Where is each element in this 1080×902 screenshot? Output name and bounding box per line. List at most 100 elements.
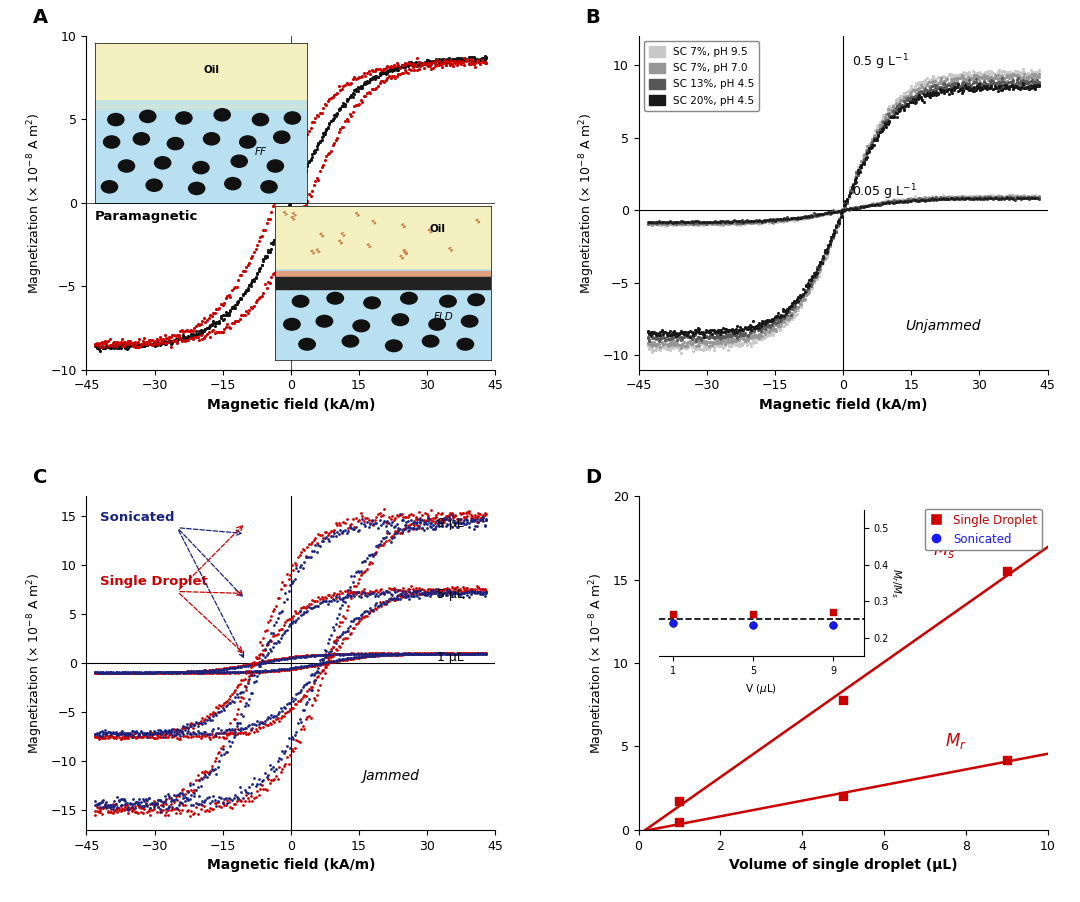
- Point: [337, 652, 354, 667]
- Point: [418, 520, 435, 535]
- Point: [872, 124, 889, 139]
- Point: [268, 652, 285, 667]
- Point: [895, 94, 913, 108]
- Point: [956, 81, 973, 96]
- Point: [377, 584, 394, 598]
- Point: [287, 725, 305, 740]
- Point: [451, 647, 469, 661]
- Point: [691, 216, 708, 231]
- Point: [379, 63, 396, 78]
- Point: [820, 237, 837, 252]
- Y-axis label: Magnetization ($\times$ 10$^{-8}$ A m$^2$): Magnetization ($\times$ 10$^{-8}$ A m$^2…: [578, 112, 597, 294]
- Point: [765, 314, 782, 328]
- Point: [348, 97, 365, 112]
- Point: [130, 336, 147, 351]
- Point: [130, 726, 147, 741]
- Point: [144, 336, 161, 351]
- Point: [421, 647, 438, 661]
- Point: [353, 80, 370, 95]
- Point: [755, 326, 772, 340]
- Point: [760, 213, 778, 227]
- Point: [167, 788, 185, 803]
- Point: [882, 194, 900, 208]
- Point: [345, 646, 362, 660]
- Point: [168, 331, 186, 345]
- Point: [134, 730, 151, 744]
- Point: [311, 163, 328, 178]
- Point: [213, 666, 230, 680]
- Point: [189, 666, 206, 680]
- Point: [893, 192, 910, 207]
- Point: [92, 344, 109, 358]
- Point: [852, 154, 869, 169]
- Point: [982, 189, 999, 204]
- Point: [854, 156, 872, 170]
- Point: [455, 55, 472, 69]
- Point: [251, 655, 268, 669]
- Point: [907, 88, 924, 103]
- Point: [677, 326, 694, 340]
- Point: [864, 133, 881, 147]
- Point: [185, 797, 202, 812]
- Point: [758, 317, 775, 331]
- Point: [746, 214, 764, 228]
- Point: [202, 727, 219, 741]
- Point: [417, 647, 434, 661]
- Point: [949, 68, 967, 82]
- Point: [197, 666, 214, 680]
- Point: [662, 217, 679, 232]
- Point: [141, 727, 159, 741]
- Point: [138, 338, 156, 353]
- Point: [291, 177, 308, 191]
- Point: [477, 51, 495, 66]
- Point: [455, 646, 472, 660]
- Point: [238, 304, 255, 318]
- Point: [218, 308, 235, 322]
- Point: [181, 778, 199, 792]
- Point: [144, 666, 161, 680]
- Point: [224, 300, 241, 315]
- Point: [355, 66, 373, 80]
- Point: [708, 330, 726, 345]
- Point: [258, 250, 275, 264]
- Point: [273, 253, 291, 268]
- Point: [457, 511, 474, 526]
- Point: [961, 65, 978, 79]
- Point: [121, 334, 138, 348]
- Point: [251, 262, 268, 277]
- Point: [133, 337, 150, 352]
- Point: [124, 792, 141, 806]
- Point: [917, 192, 934, 207]
- Point: [424, 54, 442, 69]
- Point: [1007, 80, 1024, 95]
- Point: [887, 104, 904, 118]
- Point: [186, 330, 203, 345]
- Point: [349, 584, 366, 599]
- Point: [1004, 190, 1022, 205]
- Point: [984, 190, 1001, 205]
- Point: [771, 214, 788, 228]
- Point: [873, 124, 890, 138]
- Point: [442, 583, 459, 597]
- Point: [818, 206, 835, 220]
- Point: [674, 216, 691, 231]
- Point: [266, 618, 283, 632]
- Point: [821, 205, 838, 219]
- Point: [318, 122, 335, 136]
- Point: [360, 606, 377, 621]
- Point: [947, 71, 964, 86]
- Point: [660, 329, 677, 344]
- Point: [982, 75, 999, 89]
- Point: [754, 321, 771, 336]
- Point: [328, 518, 346, 532]
- Point: [953, 189, 970, 203]
- Point: [883, 109, 901, 124]
- Point: [147, 334, 164, 348]
- Point: [832, 203, 849, 217]
- Point: [456, 647, 473, 661]
- Point: [685, 344, 702, 358]
- Point: [307, 111, 324, 125]
- Point: [914, 86, 931, 100]
- Point: [133, 801, 150, 815]
- Point: [657, 337, 674, 352]
